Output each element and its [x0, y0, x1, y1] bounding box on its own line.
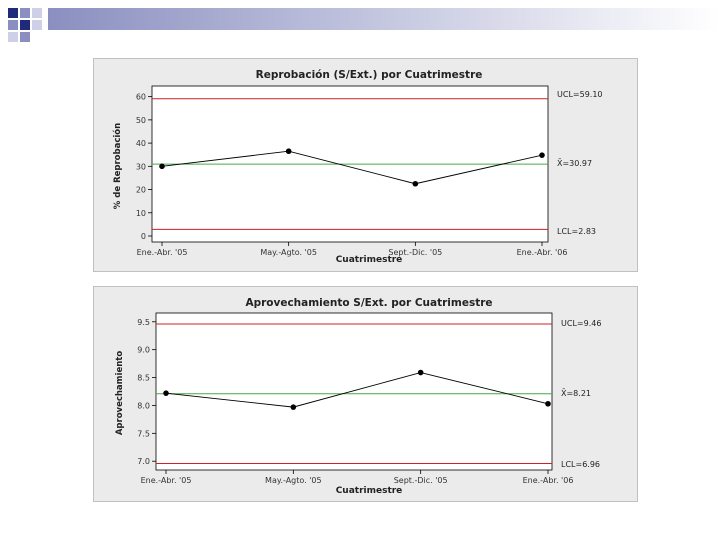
decorative-square [20, 32, 30, 42]
y-tick-label: 10 [136, 209, 146, 218]
chart-panel-aprovechamiento: Aprovechamiento S/Ext. por Cuatrimestre … [93, 286, 638, 502]
data-point [545, 400, 551, 407]
y-tick-label: 60 [136, 93, 146, 102]
center-label: X̄=8.21 [561, 388, 591, 398]
chart-title: Reprobación (S/Ext.) por Cuatrimestre [256, 69, 483, 81]
y-tick-label: 0 [141, 232, 146, 241]
lcl-label: LCL=6.96 [561, 460, 600, 469]
x-tick-label: May.-Agto. '05 [265, 476, 322, 485]
x-tick-label: Sept.-Dic. '05 [388, 248, 442, 257]
x-tick-label: Ene.-Abr. '05 [141, 476, 192, 485]
decorative-header-bar [8, 8, 720, 42]
x-tick-label: Sept.-Dic. '05 [394, 476, 448, 485]
y-tick-label: 8.0 [137, 401, 150, 410]
chart-panel-reprobacion: Reprobación (S/Ext.) por Cuatrimestre % … [93, 58, 638, 272]
y-tick-label: 50 [136, 116, 146, 125]
y-axis-label: % de Reprobación [112, 123, 123, 209]
data-point [163, 390, 169, 396]
decorative-square [32, 8, 42, 18]
x-axis-label: Cuatrimestre [336, 486, 403, 496]
y-tick-label: 9.0 [137, 346, 150, 355]
chart-aprovechamiento: Aprovechamiento S/Ext. por Cuatrimestre … [115, 297, 601, 496]
ucl-label: UCL=59.10 [557, 90, 603, 99]
data-point [159, 163, 165, 170]
chart-title: Aprovechamiento S/Ext. por Cuatrimestre [245, 297, 492, 309]
lcl-label: LCL=2.83 [557, 227, 596, 236]
decorative-square [20, 8, 30, 18]
decorative-square [8, 32, 18, 42]
y-axis-label: Aprovechamiento [115, 351, 125, 435]
x-tick-label: Ene.-Abr. '06 [517, 248, 568, 257]
data-point [290, 404, 297, 410]
x-tick-label: Ene.-Abr. '06 [523, 476, 574, 485]
y-tick-label: 8.5 [137, 374, 150, 383]
data-point [412, 180, 419, 187]
data-point [285, 148, 292, 155]
y-tick-label: 40 [136, 139, 146, 148]
header-gradient-bar [48, 8, 720, 30]
y-tick-label: 9.5 [137, 318, 150, 327]
center-label: X̄=30.97 [557, 158, 592, 168]
decorative-square [8, 8, 18, 18]
x-axis-label: Cuatrimestre [336, 255, 403, 265]
series-line [165, 372, 549, 408]
y-tick-label: 7.5 [137, 429, 150, 438]
decorative-square [20, 20, 30, 30]
x-tick-label: May.-Agto. '05 [260, 248, 317, 257]
data-point [417, 369, 424, 376]
y-tick-label: 30 [136, 162, 146, 171]
decorative-square [32, 20, 42, 30]
chart-reprobacion: Reprobación (S/Ext.) por Cuatrimestre % … [112, 69, 603, 265]
x-tick-label: Ene.-Abr. '05 [137, 248, 188, 257]
y-tick-label: 20 [136, 186, 146, 195]
data-point [539, 152, 545, 158]
series-line [161, 150, 543, 185]
decorative-square [8, 20, 18, 30]
ucl-label: UCL=9.46 [561, 319, 601, 328]
y-tick-label: 7.0 [137, 457, 150, 466]
plot-area [155, 312, 553, 471]
